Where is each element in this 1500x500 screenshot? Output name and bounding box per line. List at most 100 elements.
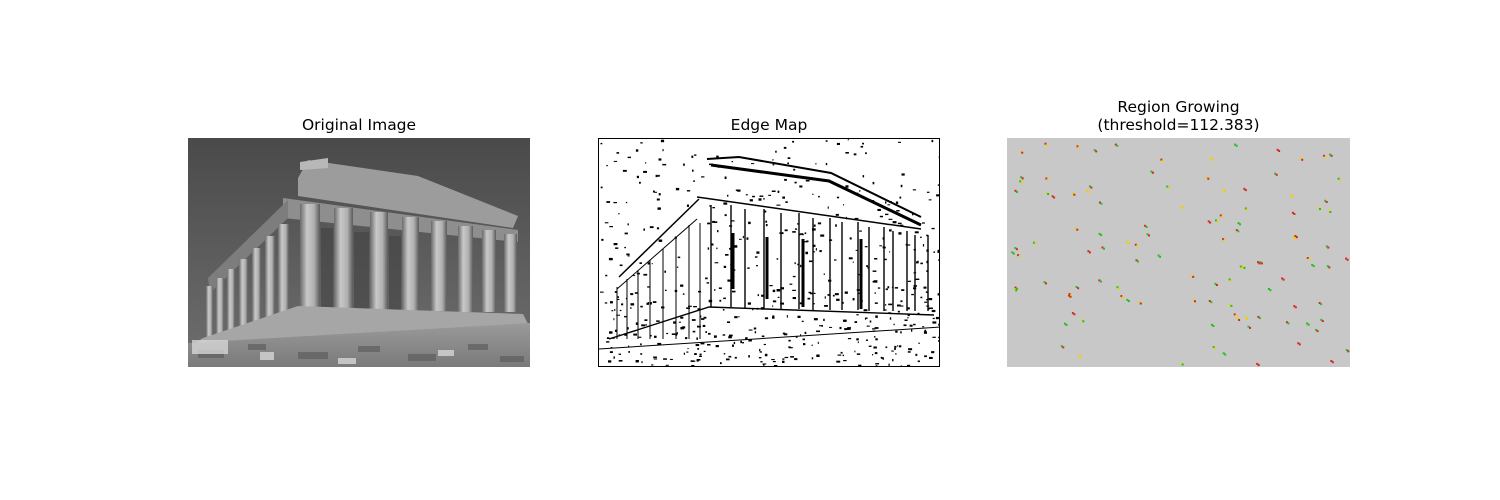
seed-marker [1208, 300, 1213, 304]
seed-marker [1019, 180, 1023, 184]
seed-marker [1166, 185, 1170, 189]
panel-edge-map: Edge Map [598, 114, 940, 367]
seed-marker [1276, 148, 1281, 152]
seed-marker [1064, 322, 1068, 326]
seed-marker [1256, 362, 1260, 367]
seed-marker [1345, 349, 1350, 353]
seed-marker [1345, 257, 1349, 261]
seed-marker [1134, 243, 1139, 247]
seed-marker [1150, 170, 1154, 174]
seed-marker [1281, 277, 1285, 281]
seed-marker [1244, 316, 1248, 320]
seed-marker [1014, 286, 1018, 290]
seed-marker [1247, 325, 1251, 329]
original-image [188, 138, 530, 367]
seed-marker [1222, 238, 1226, 242]
seed-marker [1214, 282, 1218, 286]
seed-marker [1326, 265, 1331, 269]
seed-marker [1228, 278, 1233, 282]
panel-title-original: Original Image [301, 116, 417, 134]
panel-original: Original Image [188, 114, 530, 367]
seed-marker [1243, 187, 1247, 192]
seed-marker [1180, 205, 1185, 210]
seed-marker [1222, 352, 1227, 356]
seed-marker [1032, 241, 1037, 245]
seed-marker [1071, 312, 1076, 316]
seed-marker [1160, 158, 1164, 162]
seed-marker [1013, 288, 1018, 292]
seed-marker [1146, 233, 1150, 237]
seed-marker [1101, 246, 1105, 250]
seed-marker [1293, 305, 1297, 309]
seed-marker [1236, 317, 1241, 321]
seed-marker [1290, 194, 1294, 198]
seed-marker [1306, 322, 1310, 326]
seed-marker [1311, 263, 1315, 268]
seed-marker [1207, 220, 1212, 224]
seed-marker [1299, 157, 1304, 161]
seed-marker [1045, 191, 1050, 195]
seed-marker [1317, 206, 1321, 211]
seed-marker [1135, 259, 1139, 263]
panel-title-edge-map: Edge Map [730, 116, 808, 134]
seed-marker [1088, 185, 1093, 189]
seed-marker [1076, 145, 1080, 149]
seed-marker [1044, 142, 1048, 146]
seed-marker [1257, 315, 1261, 320]
seed-marker [1138, 301, 1142, 305]
seed-marker [1060, 345, 1065, 349]
seed-marker [1329, 153, 1333, 157]
seed-marker [1075, 286, 1080, 290]
seed-marker [1219, 214, 1224, 218]
seed-marker [1234, 143, 1238, 147]
seed-marker [1337, 177, 1342, 181]
seed-marker [1267, 288, 1272, 292]
seed-marker [1144, 224, 1148, 228]
seed-marker [1235, 229, 1240, 233]
seed-marker [1222, 189, 1227, 193]
panel-title-region-growing-line1: Region Growing [1117, 98, 1240, 116]
seed-marker [1257, 261, 1261, 265]
seed-marker [1330, 360, 1334, 364]
seed-marker [1068, 293, 1073, 297]
seed-marker [1297, 342, 1301, 346]
seed-marker [1011, 251, 1015, 255]
seed-marker [1315, 328, 1319, 333]
seed-marker [1215, 219, 1219, 223]
seed-marker [1078, 355, 1083, 359]
seed-marker [1244, 207, 1249, 211]
seed-marker [1043, 281, 1047, 285]
panel-title-region-growing-line2: (threshold=112.383) [1097, 116, 1260, 134]
seed-marker [1157, 254, 1162, 258]
seed-marker [1116, 286, 1120, 290]
seed-marker [1087, 250, 1091, 254]
seed-marker [1120, 295, 1124, 299]
seed-marker [1098, 232, 1103, 237]
seed-marker [1324, 199, 1328, 203]
seed-marker [1068, 294, 1072, 298]
seed-marker [1071, 192, 1076, 196]
seed-marker [1237, 222, 1241, 226]
seed-marker [1327, 209, 1332, 213]
seed-marker [1241, 265, 1246, 269]
seed-marker [1074, 227, 1079, 231]
seed-marker [1080, 319, 1085, 323]
seed-marker [1014, 247, 1018, 251]
seed-marker [1051, 195, 1056, 199]
seed-marker [1126, 298, 1130, 303]
seed-marker [1093, 149, 1098, 153]
seed-marker [1180, 362, 1184, 366]
seed-marker [1320, 318, 1324, 323]
region-growing-image [1007, 138, 1350, 367]
edge-map-image [598, 138, 940, 367]
seed-marker [1292, 235, 1297, 239]
seed-marker [1098, 279, 1102, 283]
seed-marker [1318, 302, 1323, 306]
seed-marker [1114, 143, 1119, 147]
seed-marker [1210, 323, 1215, 327]
seed-marker [1019, 150, 1024, 154]
seed-marker [1205, 176, 1210, 180]
seed-marker [1020, 176, 1024, 180]
seed-marker [1325, 245, 1330, 249]
panel-region-growing: Region Growing (threshold=112.383) [1007, 96, 1350, 367]
